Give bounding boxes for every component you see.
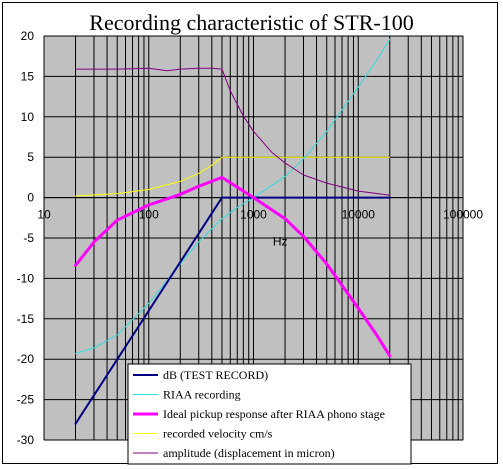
y-tick-label: -30 xyxy=(17,433,35,447)
y-tick-label: 20 xyxy=(21,29,35,43)
legend-label: RIAA recording xyxy=(163,388,241,402)
legend-label: amplitude (displacement in micron) xyxy=(163,446,335,460)
legend-label: dB (TEST RECORD) xyxy=(163,368,268,382)
y-tick-label: 10 xyxy=(21,110,35,124)
series-line xyxy=(75,156,391,197)
y-tick-label: -15 xyxy=(17,312,35,326)
y-tick-label: 0 xyxy=(27,191,34,205)
series-layer xyxy=(74,38,392,425)
x-tick-label: 100000 xyxy=(443,208,483,222)
legend-label: Ideal pickup response after RIAA phono s… xyxy=(163,407,385,421)
chart-title: Recording characteristic of STR-100 xyxy=(89,10,414,35)
y-tick-label: 15 xyxy=(21,69,35,83)
x-tick-label: 100 xyxy=(139,208,159,222)
x-axis-label: Hz xyxy=(273,235,288,249)
y-tick-label: -5 xyxy=(23,231,34,245)
y-tick-label: -25 xyxy=(17,393,35,407)
y-tick-label: 5 xyxy=(27,150,34,164)
x-tick-label: 10 xyxy=(37,208,51,222)
y-tick-label: -10 xyxy=(17,271,35,285)
series-line xyxy=(75,67,391,196)
x-tick-label: 1000 xyxy=(240,208,267,222)
series-line xyxy=(74,175,392,358)
legend-box xyxy=(127,363,412,465)
y-tick-label: -20 xyxy=(17,352,35,366)
series-line xyxy=(75,38,391,354)
legend: dB (TEST RECORD) RIAA recording Ideal pick… xyxy=(127,363,412,465)
series-line xyxy=(74,196,391,425)
legend-label: recorded velocity cm/s xyxy=(163,427,273,441)
x-tick-label: 10000 xyxy=(342,208,376,222)
